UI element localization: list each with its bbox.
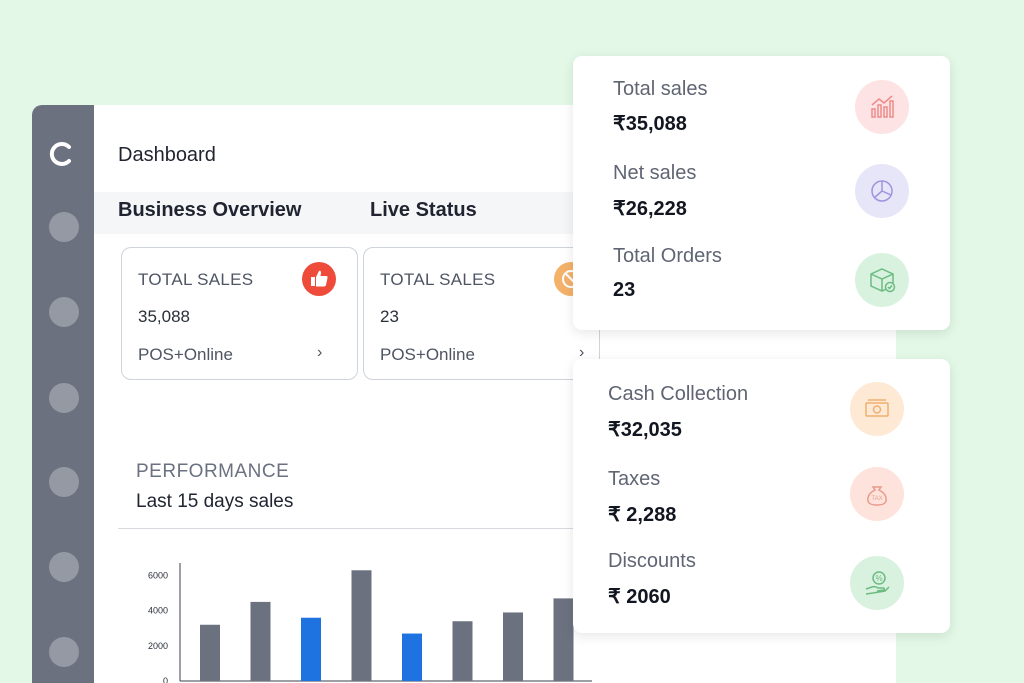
sidebar-item-2[interactable] (49, 297, 79, 327)
total-sales-label: Total sales (613, 78, 708, 100)
sidebar-item-3[interactable] (49, 383, 79, 413)
discounts-value: ₹ 2060 (608, 586, 671, 608)
svg-text:%: % (875, 574, 882, 583)
y-tick-label: 4000 (148, 606, 168, 616)
sales-summary-panel: Total sales ₹35,088 Net sales ₹26,228 To… (573, 56, 950, 330)
tab-live-status[interactable]: Live Status (370, 199, 477, 221)
sidebar (32, 105, 94, 683)
y-tick-label: 2000 (148, 641, 168, 651)
divider (118, 528, 578, 529)
total-sales-value: ₹35,088 (613, 113, 687, 135)
chart-bar (503, 612, 523, 681)
cash-icon (850, 382, 904, 436)
net-sales-label: Net sales (613, 162, 697, 184)
tab-business-overview[interactable]: Business Overview (118, 199, 302, 221)
box-check-icon (855, 253, 909, 307)
tax-bag-icon: TAX (850, 467, 904, 521)
card-value: 23 (380, 307, 399, 326)
performance-subtitle: Last 15 days sales (136, 491, 294, 512)
svg-text:TAX: TAX (871, 496, 882, 502)
chart-bar (301, 617, 321, 681)
discounts-label: Discounts (608, 550, 696, 572)
collection-summary-panel: Cash Collection ₹32,035 Taxes ₹ 2,288 TA… (573, 359, 950, 633)
card-title: TOTAL SALES (138, 270, 254, 289)
taxes-label: Taxes (608, 468, 661, 490)
sidebar-item-1[interactable] (49, 212, 79, 242)
thumbs-up-icon (302, 262, 336, 296)
y-tick-label: 0 (163, 676, 168, 683)
card-value: 35,088 (138, 307, 190, 326)
card-footer: POS+Online (138, 345, 233, 364)
chart-bar (200, 624, 220, 681)
total-orders-value: 23 (613, 279, 636, 301)
card-footer: POS+Online (380, 345, 475, 364)
app-logo-icon[interactable] (47, 140, 75, 168)
chart-bar (452, 621, 473, 681)
taxes-value: ₹ 2,288 (608, 504, 677, 526)
bar-chart-icon (855, 80, 909, 134)
chevron-right-icon[interactable]: › (317, 344, 323, 361)
pie-chart-icon (855, 164, 909, 218)
page-title: Dashboard (118, 144, 216, 166)
total-orders-label: Total Orders (613, 245, 722, 267)
discount-hand-icon: % (850, 556, 904, 610)
sales-bar-chart: 0 2000 4000 6000 (148, 563, 592, 683)
chart-bar (402, 633, 422, 681)
card-title: TOTAL SALES (380, 270, 496, 289)
cash-collection-value: ₹32,035 (608, 419, 682, 441)
chevron-right-icon[interactable]: › (579, 344, 585, 361)
y-tick-label: 6000 (148, 571, 168, 581)
chart-bar (553, 598, 574, 681)
cash-collection-label: Cash Collection (608, 383, 749, 405)
chart-bar (250, 601, 271, 681)
performance-label: PERFORMANCE (136, 461, 290, 482)
sidebar-item-6[interactable] (49, 637, 79, 667)
sidebar-item-5[interactable] (49, 552, 79, 582)
chart-bar (351, 570, 372, 681)
sidebar-item-4[interactable] (49, 467, 79, 497)
total-sales-card[interactable]: TOTAL SALES 35,088 POS+Online › (121, 247, 358, 380)
net-sales-value: ₹26,228 (613, 198, 687, 220)
total-orders-card[interactable]: TOTAL SALES 23 POS+Online › (363, 247, 600, 380)
